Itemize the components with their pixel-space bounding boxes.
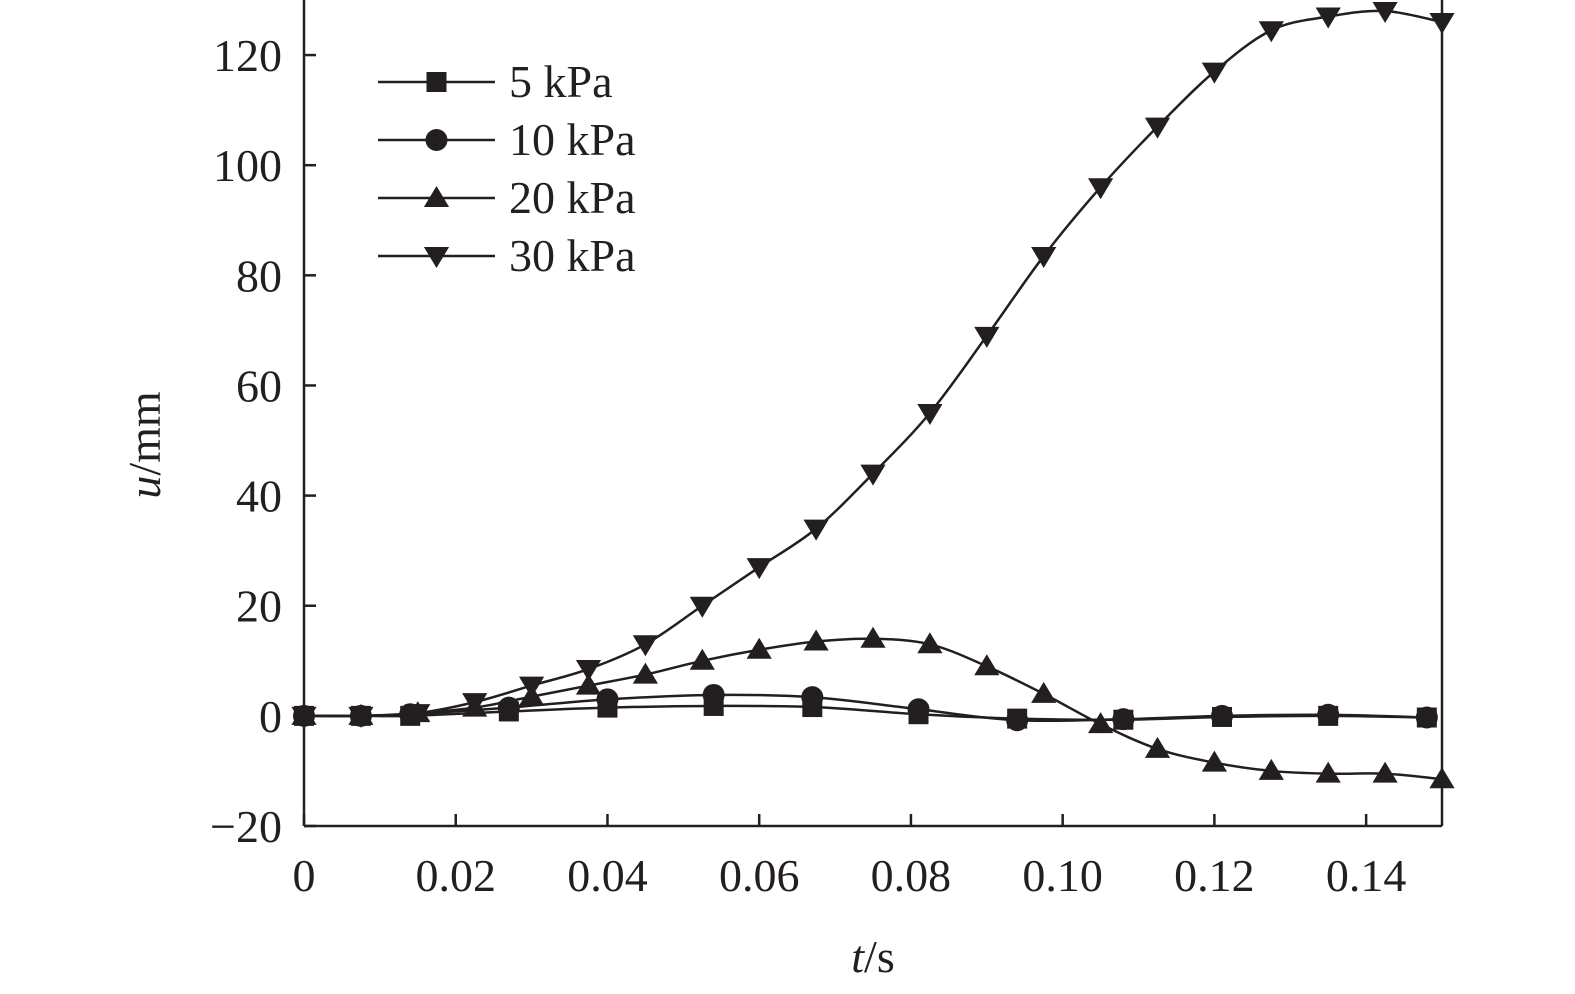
legend-marker-triangle-up (423, 186, 450, 207)
y-axis-title: u/mm (119, 391, 170, 499)
y-tick-label: 20 (236, 581, 282, 632)
y-axis-variable: u (119, 476, 170, 499)
x-tick-label: 0 (293, 850, 316, 901)
data-point-triangle-up (1258, 758, 1284, 780)
data-point-circle (907, 698, 930, 721)
series-triangle-down (291, 2, 1455, 728)
legend-label: 20 kPa (509, 172, 636, 223)
plot-frame (302, 0, 1444, 828)
data-point-triangle-down (348, 706, 374, 728)
y-tick-label: 40 (236, 471, 282, 522)
data-point-triangle-down (746, 558, 772, 580)
data-point-triangle-up (746, 637, 772, 659)
data-point-triangle-up (974, 654, 1000, 676)
data-point-triangle-down (1315, 7, 1341, 29)
data-point-triangle-down (1201, 62, 1227, 84)
data-point-triangle-up (1315, 761, 1341, 783)
data-point-triangle-up (689, 648, 715, 670)
data-point-triangle-down (689, 596, 715, 618)
data-point-circle (1210, 704, 1233, 727)
series-triangle-up (291, 626, 1455, 789)
x-axis-unit: /s (864, 931, 895, 982)
data-point-triangle-up (575, 673, 602, 695)
x-tick-label: 0.02 (415, 850, 496, 901)
legend-label: 30 kPa (509, 230, 636, 281)
x-axis-ticks: 0 0.02 0.04 0.06 0.08 0.10 0.12 0.14 (293, 814, 1407, 901)
data-point-triangle-up (1201, 750, 1227, 772)
data-point-triangle-down (519, 676, 545, 698)
legend-label: 10 kPa (509, 114, 636, 165)
x-tick-label: 0.14 (1326, 850, 1407, 901)
data-point-circle (801, 686, 824, 709)
data-point-triangle-up (1088, 712, 1114, 734)
data-point-triangle-up (632, 662, 658, 684)
data-point-triangle-down (1031, 247, 1057, 269)
y-tick-label: 0 (259, 691, 282, 742)
series-circle (293, 683, 1438, 732)
legend-item: 10 kPa (378, 114, 636, 165)
data-point-triangle-down (803, 519, 829, 541)
data-point-circle (596, 688, 619, 711)
data-point-triangle-down (860, 464, 886, 486)
x-tick-label: 0.12 (1174, 850, 1255, 901)
y-axis-unit: /mm (119, 391, 170, 476)
legend-label: 5 kPa (509, 56, 613, 107)
x-axis-variable: t (851, 931, 865, 982)
legend: 5 kPa 10 kPa 20 kPa 30 kPa (378, 56, 636, 281)
data-point-triangle-up (1144, 736, 1171, 758)
x-tick-label: 0.04 (567, 850, 648, 901)
x-tick-label: 0.08 (871, 850, 952, 901)
data-point-triangle-down (1144, 117, 1171, 139)
legend-marker-square (426, 72, 447, 92)
data-point-triangle-up (803, 629, 829, 651)
x-tick-label: 0.06 (719, 850, 800, 901)
data-point-circle (1317, 703, 1340, 726)
data-point-triangle-down (405, 704, 431, 726)
legend-item: 30 kPa (378, 230, 636, 281)
series-line (303, 9, 1443, 718)
y-tick-label: −20 (210, 801, 282, 852)
y-tick-label: 120 (213, 30, 282, 81)
data-point-triangle-down (291, 706, 317, 728)
y-axis-ticks: −20 0 20 40 60 80 100 120 (210, 30, 316, 852)
legend-item: 20 kPa (378, 172, 636, 223)
data-point-triangle-up (917, 632, 943, 654)
x-axis-title: t/s (851, 931, 894, 982)
data-point-triangle-up (1031, 681, 1057, 703)
data-point-circle (702, 683, 725, 706)
data-point-triangle-up (860, 626, 886, 648)
data-point-triangle-down (1088, 178, 1114, 200)
data-point-triangle-down (1258, 21, 1284, 43)
y-tick-label: 80 (236, 250, 282, 301)
data-point-triangle-down (632, 635, 658, 657)
legend-marker-circle (425, 129, 448, 151)
series-layer (291, 2, 1455, 789)
data-point-triangle-down (974, 326, 1000, 348)
legend-marker-triangle-down (423, 247, 450, 268)
y-tick-label: 100 (213, 140, 282, 191)
y-tick-label: 60 (236, 360, 282, 411)
data-point-circle (1006, 709, 1029, 732)
data-point-circle (1112, 708, 1135, 731)
data-point-triangle-up (1429, 767, 1455, 789)
data-point-triangle-down (917, 404, 943, 425)
data-point-triangle-down (462, 693, 488, 715)
data-point-triangle-up (1372, 761, 1398, 783)
data-point-triangle-down (1429, 13, 1455, 35)
legend-item: 5 kPa (378, 56, 613, 107)
data-point-triangle-down (1372, 2, 1398, 24)
x-tick-label: 0.10 (1022, 850, 1103, 901)
data-point-circle (1415, 706, 1438, 729)
data-point-triangle-down (575, 660, 602, 682)
